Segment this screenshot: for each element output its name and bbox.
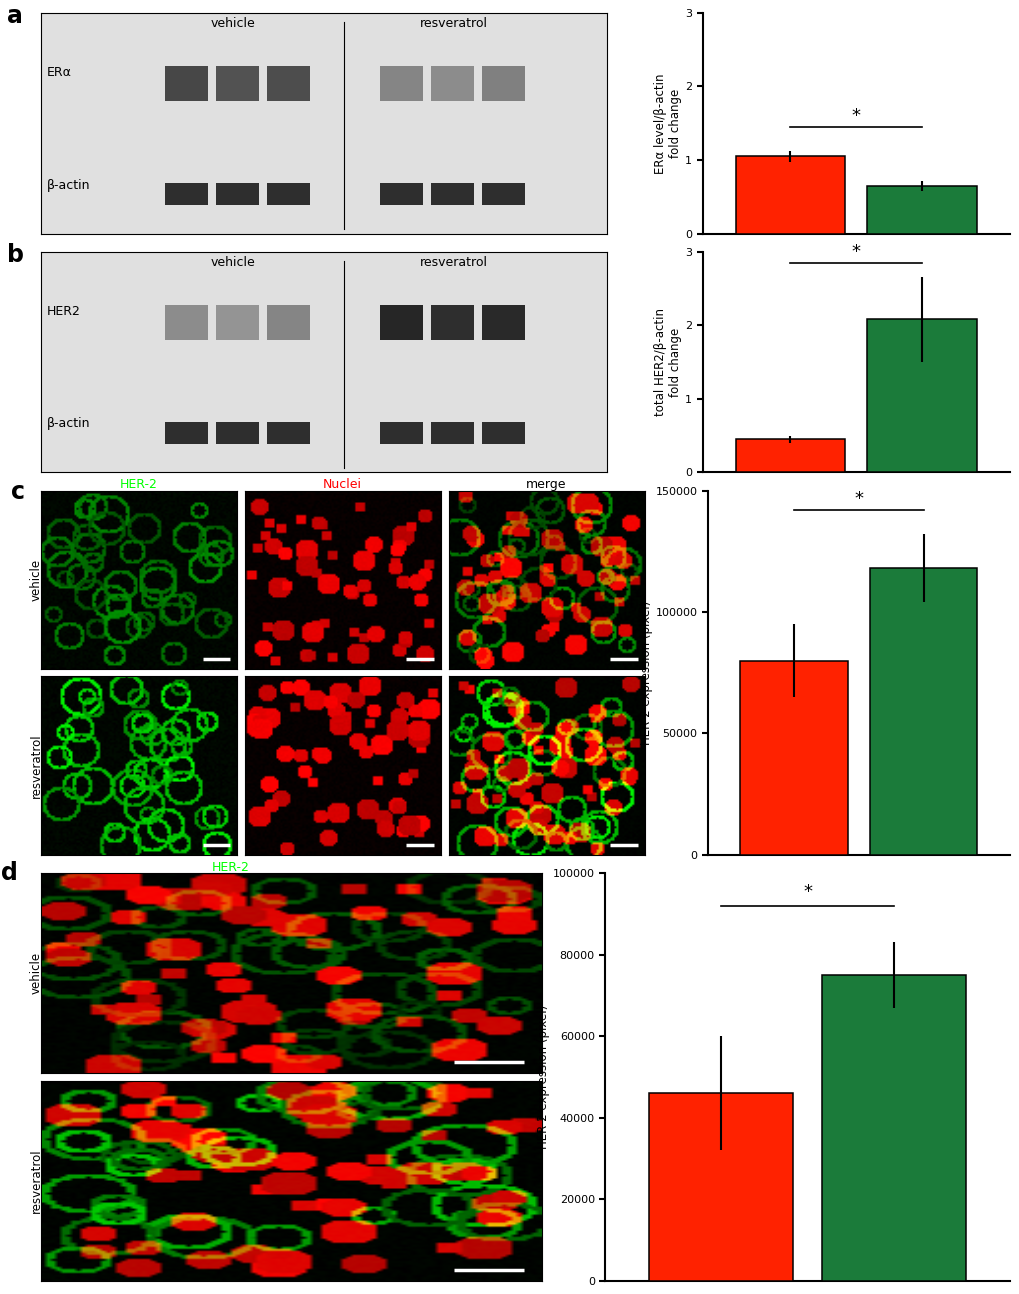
FancyBboxPatch shape bbox=[216, 66, 259, 101]
FancyBboxPatch shape bbox=[165, 66, 208, 101]
FancyBboxPatch shape bbox=[482, 66, 524, 101]
Bar bbox=[735, 157, 845, 234]
FancyBboxPatch shape bbox=[431, 66, 473, 101]
Text: b: b bbox=[7, 243, 23, 267]
Title: HER-2: HER-2 bbox=[120, 477, 158, 490]
Y-axis label: HER-2 expression (pixel): HER-2 expression (pixel) bbox=[639, 600, 652, 745]
FancyBboxPatch shape bbox=[165, 304, 208, 340]
FancyBboxPatch shape bbox=[165, 422, 208, 444]
FancyBboxPatch shape bbox=[165, 182, 208, 204]
FancyBboxPatch shape bbox=[431, 304, 473, 340]
FancyBboxPatch shape bbox=[431, 182, 473, 204]
FancyBboxPatch shape bbox=[380, 304, 422, 340]
Text: a: a bbox=[7, 4, 22, 28]
Text: d: d bbox=[1, 861, 17, 885]
Title: merge: merge bbox=[526, 477, 567, 490]
Y-axis label: resveratrol: resveratrol bbox=[31, 734, 43, 798]
Text: β-actin: β-actin bbox=[47, 179, 90, 192]
Y-axis label: vehicle: vehicle bbox=[31, 559, 43, 600]
Y-axis label: ERα level/β-actin
fold change: ERα level/β-actin fold change bbox=[653, 72, 682, 173]
FancyBboxPatch shape bbox=[482, 182, 524, 204]
Text: vehicle: vehicle bbox=[211, 256, 256, 269]
FancyBboxPatch shape bbox=[380, 422, 422, 444]
FancyBboxPatch shape bbox=[216, 304, 259, 340]
Text: *: * bbox=[851, 243, 860, 261]
Text: HER2: HER2 bbox=[47, 305, 81, 318]
FancyBboxPatch shape bbox=[267, 66, 309, 101]
Bar bbox=[866, 320, 976, 472]
Text: vehicle: vehicle bbox=[211, 17, 256, 30]
Bar bbox=[740, 660, 847, 854]
FancyBboxPatch shape bbox=[380, 66, 422, 101]
FancyBboxPatch shape bbox=[216, 182, 259, 204]
Bar bbox=[869, 568, 976, 854]
FancyBboxPatch shape bbox=[380, 182, 422, 204]
Text: c: c bbox=[10, 480, 24, 503]
FancyBboxPatch shape bbox=[267, 304, 309, 340]
Text: resveratrol: resveratrol bbox=[420, 17, 487, 30]
FancyBboxPatch shape bbox=[216, 422, 259, 444]
Bar bbox=[866, 186, 976, 234]
Y-axis label: HER-2 expression (pixel): HER-2 expression (pixel) bbox=[536, 1005, 549, 1149]
FancyBboxPatch shape bbox=[482, 304, 524, 340]
Bar bbox=[648, 1093, 792, 1281]
FancyBboxPatch shape bbox=[431, 422, 473, 444]
Text: β-actin: β-actin bbox=[47, 418, 90, 431]
Text: resveratrol: resveratrol bbox=[420, 256, 487, 269]
Y-axis label: total HER2/β-actin
fold change: total HER2/β-actin fold change bbox=[653, 308, 682, 417]
Text: ERα: ERα bbox=[47, 66, 71, 79]
Text: *: * bbox=[802, 884, 811, 902]
Title: Nuclei: Nuclei bbox=[323, 477, 362, 490]
Text: HER-2: HER-2 bbox=[212, 861, 250, 873]
FancyBboxPatch shape bbox=[482, 422, 524, 444]
FancyBboxPatch shape bbox=[267, 422, 309, 444]
Y-axis label: resveratrol: resveratrol bbox=[31, 1149, 43, 1214]
Bar bbox=[821, 974, 965, 1281]
FancyBboxPatch shape bbox=[267, 182, 309, 204]
Y-axis label: vehicle: vehicle bbox=[31, 952, 43, 994]
Bar bbox=[735, 440, 845, 472]
Text: *: * bbox=[851, 107, 860, 126]
Text: *: * bbox=[854, 489, 862, 507]
